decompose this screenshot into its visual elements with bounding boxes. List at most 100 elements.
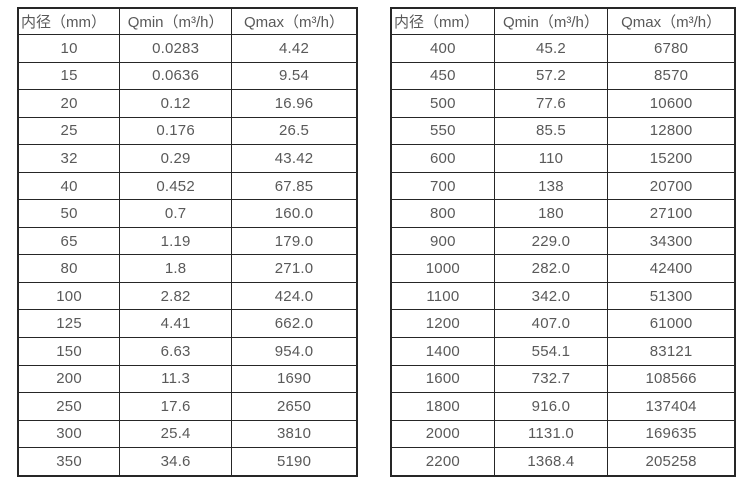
table-cell: 6.63 <box>119 337 233 366</box>
table-cell: 15200 <box>607 144 736 173</box>
table-cell: 108566 <box>607 364 736 394</box>
table-row: 1200 407.0 61000 <box>390 309 736 339</box>
table-cell: 1131.0 <box>493 419 609 449</box>
table-row: 40 0.452 67.85 <box>17 171 358 201</box>
table-cell: 169635 <box>607 419 736 449</box>
table-cell: 2.82 <box>119 281 233 311</box>
table-cell: 8570 <box>607 61 736 91</box>
table-row: 25 0.176 26.5 <box>17 116 358 146</box>
table-cell: 1000 <box>390 254 495 283</box>
table-row: 1100 342.0 51300 <box>390 281 736 311</box>
table-row: 350 34.6 5190 <box>17 447 358 477</box>
table-cell: 282.0 <box>493 254 609 283</box>
table-cell: 42400 <box>607 254 736 283</box>
table-cell: 16.96 <box>231 89 358 118</box>
table-cell: 5190 <box>231 447 358 477</box>
table-cell: 1200 <box>390 309 495 339</box>
column-header-qmin: Qmin（m³/h） <box>493 7 609 35</box>
table-cell: 11.3 <box>119 364 233 394</box>
table-row: 1000 282.0 42400 <box>390 254 736 283</box>
table-cell: 51300 <box>607 281 736 311</box>
table-cell: 1.19 <box>119 226 233 256</box>
table-row: 50 0.7 160.0 <box>17 199 358 228</box>
table-cell: 6780 <box>607 34 736 63</box>
table-row: 550 85.5 12800 <box>390 116 736 146</box>
table-row: 400 45.2 6780 <box>390 34 736 63</box>
table-cell: 1800 <box>390 392 495 421</box>
table-cell: 407.0 <box>493 309 609 339</box>
table-cell: 229.0 <box>493 226 609 256</box>
table-cell: 250 <box>17 392 121 421</box>
spec-table-small-diameters: 内径（mm） Qmin（m³/h） Qmax（m³/h） 10 0.0283 4.4… <box>17 7 358 477</box>
table-cell: 32 <box>17 144 121 173</box>
table-row: 1600 732.7 108566 <box>390 364 736 394</box>
table-cell: 4.42 <box>231 34 358 63</box>
table-cell: 500 <box>390 89 495 118</box>
column-header-qmin: Qmin（m³/h） <box>119 7 233 35</box>
table-cell: 150 <box>17 337 121 366</box>
table-cell: 50 <box>17 199 121 228</box>
table-cell: 450 <box>390 61 495 91</box>
table-row: 300 25.4 3810 <box>17 419 358 449</box>
table-cell: 9.54 <box>231 61 358 91</box>
table-cell: 3810 <box>231 419 358 449</box>
table-cell: 0.0283 <box>119 34 233 63</box>
table-cell: 424.0 <box>231 281 358 311</box>
table-cell: 67.85 <box>231 171 358 201</box>
column-header-qmax: Qmax（m³/h） <box>231 7 358 35</box>
table-row: 800 180 27100 <box>390 199 736 228</box>
table-cell: 100 <box>17 281 121 311</box>
column-header-diameter: 内径（mm） <box>390 7 495 35</box>
table-row: 250 17.6 2650 <box>17 392 358 421</box>
table-cell: 205258 <box>607 447 736 477</box>
table-row: 2200 1368.4 205258 <box>390 447 736 477</box>
table-row: 80 1.8 271.0 <box>17 254 358 283</box>
table-cell: 2000 <box>390 419 495 449</box>
column-header-diameter: 内径（mm） <box>17 7 121 35</box>
table-cell: 20 <box>17 89 121 118</box>
table-cell: 25 <box>17 116 121 146</box>
table-cell: 2200 <box>390 447 495 477</box>
table-cell: 12800 <box>607 116 736 146</box>
table-cell: 25.4 <box>119 419 233 449</box>
table-row: 900 229.0 34300 <box>390 226 736 256</box>
table-cell: 1.8 <box>119 254 233 283</box>
table-cell: 200 <box>17 364 121 394</box>
table-cell: 10 <box>17 34 121 63</box>
table-cell: 125 <box>17 309 121 339</box>
table-cell: 271.0 <box>231 254 358 283</box>
table-cell: 179.0 <box>231 226 358 256</box>
table-cell: 4.41 <box>119 309 233 339</box>
table-cell: 80 <box>17 254 121 283</box>
table-cell: 20700 <box>607 171 736 201</box>
table-row: 200 11.3 1690 <box>17 364 358 394</box>
table-cell: 800 <box>390 199 495 228</box>
table-cell: 1690 <box>231 364 358 394</box>
table-row: 100 2.82 424.0 <box>17 281 358 311</box>
table-cell: 550 <box>390 116 495 146</box>
table-cell: 0.452 <box>119 171 233 201</box>
table-row: 700 138 20700 <box>390 171 736 201</box>
table-row: 20 0.12 16.96 <box>17 89 358 118</box>
table-cell: 34300 <box>607 226 736 256</box>
table-cell: 554.1 <box>493 337 609 366</box>
table-cell: 400 <box>390 34 495 63</box>
header-row: 内径（mm） Qmin（m³/h） Qmax（m³/h） <box>390 7 736 35</box>
table-cell: 137404 <box>607 392 736 421</box>
table-cell: 0.176 <box>119 116 233 146</box>
table-row: 450 57.2 8570 <box>390 61 736 91</box>
table-cell: 40 <box>17 171 121 201</box>
column-header-qmax: Qmax（m³/h） <box>607 7 736 35</box>
table-cell: 10600 <box>607 89 736 118</box>
table-cell: 85.5 <box>493 116 609 146</box>
table-cell: 61000 <box>607 309 736 339</box>
table-row: 600 110 15200 <box>390 144 736 173</box>
table-cell: 662.0 <box>231 309 358 339</box>
table-cell: 138 <box>493 171 609 201</box>
table-cell: 160.0 <box>231 199 358 228</box>
table-cell: 26.5 <box>231 116 358 146</box>
table-cell: 916.0 <box>493 392 609 421</box>
table-cell: 954.0 <box>231 337 358 366</box>
table-cell: 0.7 <box>119 199 233 228</box>
